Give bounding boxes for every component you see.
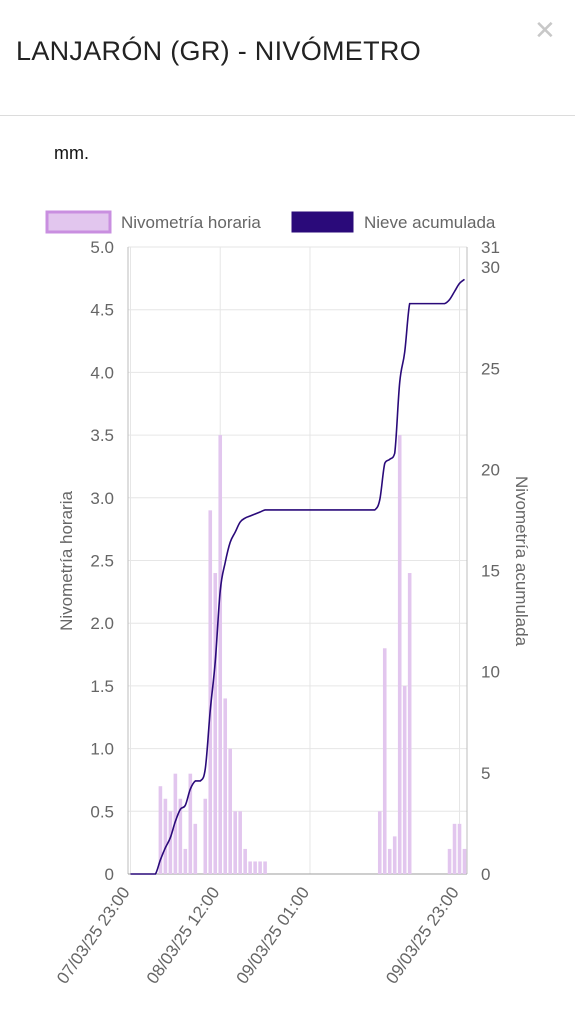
y-right-tick-label: 5 (481, 764, 490, 783)
y-right-axis-title: Nivometría acumulada (512, 476, 531, 647)
close-icon[interactable]: ✕ (534, 16, 556, 46)
bar (213, 573, 218, 874)
bar (193, 823, 198, 874)
bar (402, 685, 407, 874)
bar (258, 861, 262, 874)
bar (253, 861, 257, 874)
y-right-tick-label: 15 (481, 562, 500, 581)
y-right-tick-label: 25 (481, 359, 500, 378)
bar (407, 573, 412, 874)
y-left-tick-label: 4.0 (90, 363, 114, 382)
unit-label: mm. (54, 143, 89, 163)
bar (452, 823, 457, 874)
bar (377, 811, 382, 874)
series-line-nieve-acumulada (130, 278, 466, 875)
y-left-tick-label: 0.5 (90, 802, 114, 821)
page-title: LANJARÓN (GR) - NIVÓMETRO (16, 36, 422, 66)
bar (223, 698, 228, 874)
bar (208, 510, 213, 874)
y-left-tick-label: 3.5 (90, 426, 114, 445)
y-left-tick-label: 2.5 (90, 552, 114, 571)
bar (203, 798, 208, 874)
legend-swatch-nivometria-horaria (45, 210, 112, 234)
y-left-axis-title: Nivometría horaria (57, 491, 76, 631)
y-right-tick-label: 20 (481, 460, 500, 479)
y-right-tick-label: 0 (481, 865, 490, 884)
bar (243, 848, 247, 874)
y-right-tick-label: 30 (481, 258, 500, 277)
y-left-tick-label: 2.0 (90, 614, 114, 633)
y-left-tick-label: 1.0 (90, 740, 114, 759)
legend-swatch-nieve-acumulada (291, 211, 354, 233)
bar (233, 811, 237, 874)
y-left-tick-label: 3.0 (90, 489, 114, 508)
x-tick-label: 09/03/25 23:00 (382, 883, 463, 987)
bar (392, 836, 397, 874)
y-left-tick-label: 4.5 (90, 301, 114, 320)
bar (248, 861, 252, 874)
bar (158, 786, 163, 874)
y-right-tick-label: 10 (481, 663, 500, 682)
bar (397, 435, 402, 874)
bar (178, 798, 183, 874)
bar (163, 798, 168, 874)
legend-label-nivometria-horaria: Nivometría horaria (121, 213, 261, 232)
bar (382, 648, 387, 874)
bar (183, 848, 188, 874)
bar (218, 435, 223, 874)
y-left-tick-label: 1.5 (90, 677, 114, 696)
bar (168, 811, 173, 874)
x-tick-label: 08/03/25 12:00 (143, 883, 224, 987)
bar (263, 861, 267, 874)
bar (228, 748, 232, 874)
y-right-tick-label: 31 (481, 238, 500, 257)
bar (457, 823, 462, 874)
modal-header: LANJARÓN (GR) - NIVÓMETRO ✕ (0, 0, 575, 116)
bar (188, 773, 193, 874)
y-left-tick-label: 5.0 (90, 238, 114, 257)
bar (462, 848, 467, 874)
legend-label-nieve-acumulada: Nieve acumulada (364, 213, 496, 232)
x-tick-label: 07/03/25 23:00 (53, 883, 134, 987)
bar (447, 848, 452, 874)
y-left-tick-label: 0 (105, 865, 114, 884)
x-tick-label: 09/03/25 01:00 (233, 883, 314, 987)
bar (238, 811, 242, 874)
bar (387, 848, 392, 874)
